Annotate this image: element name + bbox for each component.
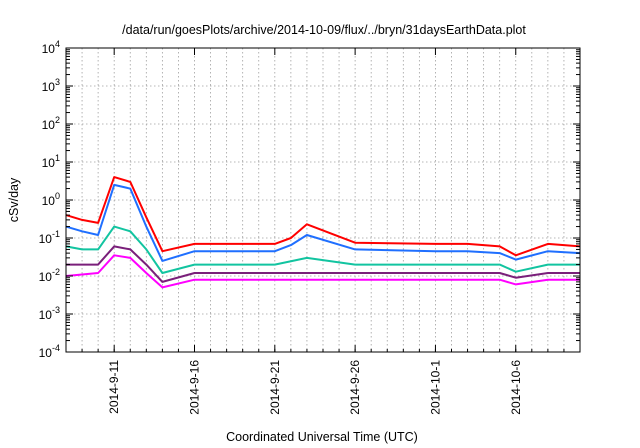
- plot-area: [65, 176, 581, 289]
- y-tick-base: 10: [42, 156, 56, 170]
- y-tick-label: 104: [42, 39, 60, 56]
- y-tick-exponent: 3: [55, 77, 60, 87]
- y-tick-base: 10: [42, 118, 56, 132]
- y-tick-base: 10: [42, 80, 56, 94]
- y-tick-label: 10-1: [39, 229, 60, 246]
- x-tick-label: 2014-10-6: [509, 360, 523, 415]
- series-line: [65, 225, 580, 274]
- x-axis: 2014-9-11 2014-9-16 2014-9-21 2014-9-26 2014…: [81, 48, 565, 415]
- series-line: [65, 176, 581, 257]
- y-tick-label: 10-4: [39, 343, 60, 360]
- series-line: [65, 183, 581, 262]
- y-tick-exponent: 0: [55, 191, 60, 201]
- y-tick-exponent: -3: [52, 305, 60, 315]
- y-tick-label: 10-2: [39, 267, 60, 284]
- y-tick-label: 102: [42, 115, 60, 132]
- y-tick-label: 101: [42, 153, 60, 170]
- y-tick-label: 10-3: [39, 305, 60, 322]
- y-tick-label: 100: [42, 191, 60, 208]
- x-tick-label: 2014-10-1: [428, 360, 442, 415]
- x-tick-label: 2014-9-11: [107, 360, 121, 414]
- y-tick-exponent: -1: [52, 229, 60, 239]
- x-tick-label: 2014-9-16: [188, 360, 202, 415]
- series-line: [65, 254, 580, 289]
- y-tick-label: 103: [42, 77, 60, 94]
- y-tick-base: 10: [39, 308, 53, 322]
- y-tick-exponent: 1: [55, 153, 60, 163]
- grid: [66, 48, 580, 352]
- y-axis-label: cSv/day: [7, 177, 21, 222]
- series-line: [66, 245, 580, 283]
- y-tick-base: 10: [39, 346, 53, 360]
- x-tick-label: 2014-9-21: [268, 360, 282, 415]
- y-tick-base: 10: [42, 194, 56, 208]
- y-tick-base: 10: [39, 232, 53, 246]
- y-tick-exponent: -2: [52, 267, 60, 277]
- y-tick-base: 10: [42, 42, 56, 56]
- y-tick-exponent: 4: [55, 39, 60, 49]
- chart-title: /data/run/goesPlots/archive/2014-10-09/f…: [122, 23, 526, 37]
- y-tick-exponent: 2: [55, 115, 60, 125]
- y-tick-exponent: -4: [52, 343, 60, 353]
- x-axis-label: Coordinated Universal Time (UTC): [226, 430, 418, 444]
- y-tick-base: 10: [39, 270, 53, 284]
- x-tick-label: 2014-9-26: [348, 360, 362, 415]
